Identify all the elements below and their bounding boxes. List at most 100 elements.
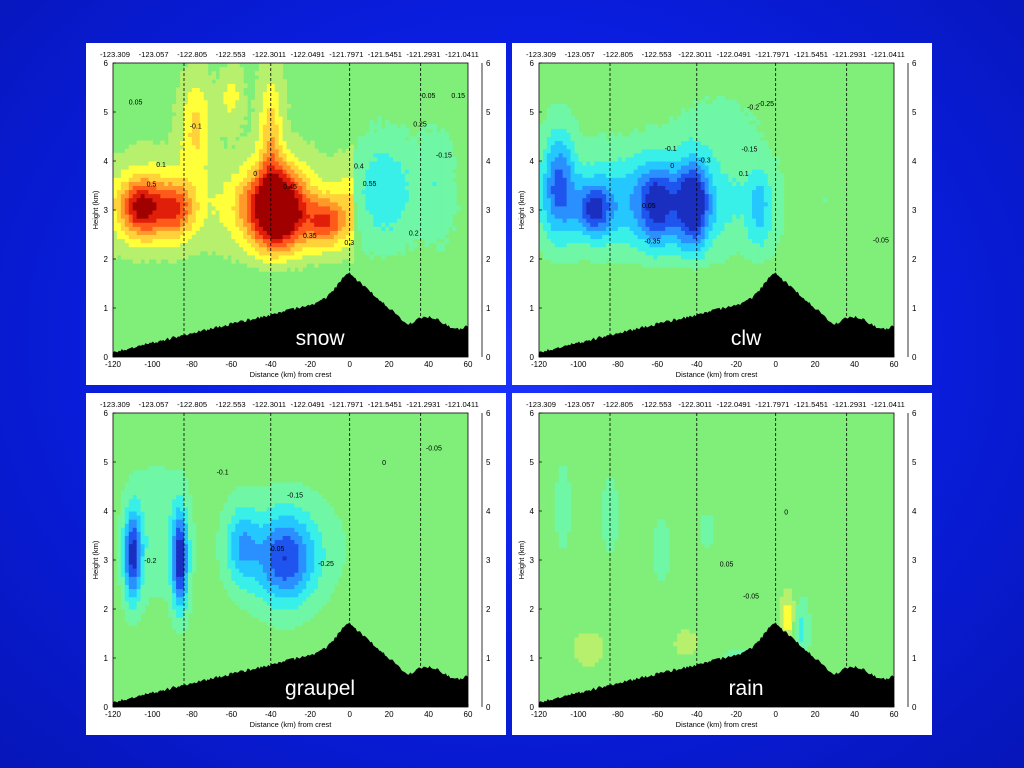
y-tick-label-right: 1 — [912, 654, 917, 663]
y-tick-label: 5 — [530, 108, 535, 117]
y-tick-label: 1 — [104, 654, 109, 663]
top-tick-label: -122.0491 — [291, 50, 325, 59]
contour-label: -0.3 — [699, 157, 711, 164]
y-tick-label: 0 — [104, 703, 109, 712]
x-tick-label: 20 — [385, 710, 394, 719]
contour-label: -0.1 — [217, 470, 229, 477]
y-tick-label: 1 — [104, 304, 109, 313]
contour-label: 0.1 — [156, 162, 166, 169]
contour-label: 0 — [670, 163, 674, 170]
x-axis-title: Distance (km) from crest — [676, 370, 759, 379]
terrain-shape — [113, 272, 468, 357]
contour-label: 0 — [784, 510, 788, 517]
top-tick-label: -122.0491 — [717, 50, 751, 59]
x-tick-label: -80 — [612, 360, 624, 369]
y-tick-label-right: 4 — [486, 507, 491, 516]
y-tick-label-right: 2 — [486, 605, 491, 614]
x-tick-label: -60 — [226, 360, 238, 369]
x-axis-title: Distance (km) from crest — [250, 720, 333, 729]
contour-label: -0.05 — [873, 238, 889, 245]
y-tick-label: 2 — [104, 605, 109, 614]
y-tick-label: 1 — [530, 304, 535, 313]
panel-name-label: graupel — [285, 677, 355, 700]
y-tick-label: 4 — [104, 157, 109, 166]
y-tick-label-right: 1 — [486, 304, 491, 313]
contour-label: -0.2 — [144, 558, 156, 565]
top-tick-label: -123.057 — [565, 50, 595, 59]
top-tick-label: -121.2931 — [832, 400, 866, 409]
y-tick-label-right: 1 — [912, 304, 917, 313]
x-tick-label: -60 — [652, 710, 664, 719]
y-tick-label-right: 2 — [912, 605, 917, 614]
top-tick-label: -121.0411 — [871, 400, 905, 409]
x-tick-label: -60 — [226, 710, 238, 719]
terrain-shape — [539, 272, 894, 357]
y-tick-label-right: 1 — [486, 654, 491, 663]
top-tick-label: -123.309 — [100, 50, 130, 59]
x-tick-label: 20 — [811, 360, 820, 369]
contour-label: 0.5 — [147, 182, 157, 189]
x-tick-label: -80 — [186, 360, 198, 369]
y-tick-label-right: 3 — [912, 206, 917, 215]
y-tick-label-right: 0 — [486, 703, 491, 712]
contour-label: 0.05 — [129, 100, 143, 107]
x-tick-label: 40 — [424, 360, 433, 369]
x-tick-label: -120 — [105, 360, 122, 369]
contour-label: -0.15 — [436, 152, 452, 159]
contour-label: 0 — [253, 171, 257, 178]
contour-label: 0.05 — [271, 546, 285, 553]
contour-label: 0.2 — [409, 230, 419, 237]
x-tick-label: 40 — [424, 710, 433, 719]
contour-label: -0.35 — [644, 239, 660, 246]
y-tick-label: 2 — [530, 605, 535, 614]
x-tick-label: 0 — [773, 710, 778, 719]
contour-labels: 0.05 0.1 0.15 0.2 0.25 0.3 0.35 0.4 0.45 0.5 0.55 -… — [129, 93, 465, 247]
x-tick-label: 20 — [385, 360, 394, 369]
x-tick-label: 60 — [464, 710, 473, 719]
graupel-panel: graupel -120 -100 -80 -60 -40 -20 0 20 40 60 0 0 1 1 2 2… — [86, 393, 506, 735]
x-tick-label: 0 — [347, 710, 352, 719]
field-cells — [116, 466, 347, 634]
top-tick-label: -121.2931 — [406, 50, 440, 59]
terrain-shape — [539, 622, 894, 707]
y-tick-label: 5 — [530, 458, 535, 467]
contour-label: -0.15 — [287, 493, 303, 500]
y-tick-label-right: 0 — [486, 353, 491, 362]
rain-chart: rain-120 -100 -80 -60 -40 -20 0 20 40 600 01 12 23 34… — [517, 400, 917, 729]
y-tick-label-right: 2 — [486, 255, 491, 264]
top-tick-label: -122.0491 — [291, 400, 325, 409]
x-tick-label: -20 — [304, 360, 316, 369]
x-tick-label: -120 — [105, 710, 122, 719]
contour-label: 0.25 — [413, 121, 427, 128]
y-tick-label-right: 4 — [486, 157, 491, 166]
top-tick-label: -121.5451 — [794, 400, 828, 409]
y-tick-label: 1 — [530, 654, 535, 663]
contour-label: -0.2 — [747, 104, 759, 111]
y-tick-label: 2 — [104, 255, 109, 264]
graupel-chart: graupel-120 -100 -80 -60 -40 -20 0 20 40 600 01 12 2… — [91, 400, 491, 729]
y-tick-label: 2 — [530, 255, 535, 264]
y-tick-label-right: 6 — [912, 409, 917, 418]
x-tick-label: 0 — [773, 360, 778, 369]
top-tick-label: -121.0411 — [871, 50, 905, 59]
y-tick-label-right: 6 — [486, 409, 491, 418]
x-tick-label: -100 — [570, 710, 587, 719]
top-tick-label: -122.805 — [603, 50, 633, 59]
field-cells — [539, 95, 828, 272]
x-tick-label: 40 — [850, 710, 859, 719]
y-tick-label-right: 6 — [486, 59, 491, 68]
contour-label: -0.25 — [318, 561, 334, 568]
contour-label: 0.15 — [451, 93, 465, 100]
y-tick-label-right: 3 — [912, 556, 917, 565]
x-tick-label: -40 — [691, 360, 703, 369]
top-tick-label: -123.309 — [526, 400, 556, 409]
y-tick-label-right: 3 — [486, 206, 491, 215]
contour-label: 0.55 — [363, 181, 377, 188]
clw-chart: clw-120 -100 -80 -60 -40 -20 0 20 40 600 01 12 23 34 4… — [517, 50, 917, 379]
y-tick-label-right: 5 — [912, 108, 917, 117]
top-tick-label: -121.7971 — [755, 50, 789, 59]
x-tick-label: 60 — [890, 360, 899, 369]
x-tick-label: -120 — [531, 710, 548, 719]
x-axis-title: Distance (km) from crest — [250, 370, 333, 379]
y-axis-title: Height (km) — [91, 540, 100, 579]
